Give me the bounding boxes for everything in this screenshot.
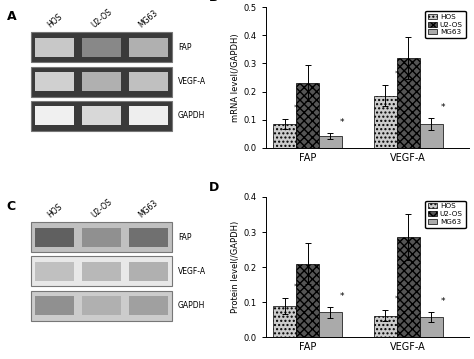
Bar — [129, 228, 168, 247]
Text: *: * — [294, 104, 298, 113]
Bar — [31, 67, 172, 97]
Text: MG63: MG63 — [137, 198, 160, 219]
Bar — [82, 38, 121, 57]
Y-axis label: mRNA level(/GAPDH): mRNA level(/GAPDH) — [231, 33, 240, 122]
Bar — [35, 296, 74, 315]
Text: D: D — [209, 181, 219, 194]
Bar — [129, 106, 168, 125]
Text: FAP: FAP — [178, 43, 191, 52]
Bar — [273, 124, 296, 148]
Text: *: * — [394, 295, 399, 304]
Text: GAPDH: GAPDH — [178, 301, 205, 310]
Bar — [31, 101, 172, 131]
Text: U2-OS: U2-OS — [90, 8, 114, 30]
Text: *: * — [440, 297, 445, 306]
Legend: HOS, U2-OS, MG63: HOS, U2-OS, MG63 — [425, 201, 465, 228]
Text: FAP: FAP — [178, 233, 191, 242]
Bar — [35, 38, 74, 57]
Bar — [419, 124, 443, 148]
Text: MG63: MG63 — [137, 9, 160, 30]
Bar — [129, 38, 168, 57]
Text: VEGF-A: VEGF-A — [178, 77, 206, 86]
Bar — [397, 237, 419, 337]
Bar — [35, 228, 74, 247]
Bar — [82, 262, 121, 281]
Text: C: C — [7, 200, 16, 213]
Text: *: * — [340, 292, 344, 301]
Text: HOS: HOS — [46, 12, 64, 30]
Text: *: * — [440, 103, 445, 112]
Bar — [82, 72, 121, 91]
Bar — [374, 96, 397, 148]
Legend: HOS, U2-OS, MG63: HOS, U2-OS, MG63 — [425, 11, 465, 38]
Bar — [31, 256, 172, 286]
Bar — [273, 306, 296, 337]
Text: B: B — [209, 0, 218, 4]
Bar — [82, 296, 121, 315]
Bar — [129, 72, 168, 91]
Y-axis label: Protein level(/GAPDH): Protein level(/GAPDH) — [231, 221, 240, 313]
Bar — [397, 58, 419, 148]
Text: *: * — [394, 70, 399, 79]
Bar — [82, 228, 121, 247]
Text: U2-OS: U2-OS — [90, 197, 114, 219]
Bar — [35, 262, 74, 281]
Text: VEGF-A: VEGF-A — [178, 267, 206, 276]
Text: GAPDH: GAPDH — [178, 111, 205, 120]
Bar — [35, 106, 74, 125]
Bar — [319, 136, 342, 148]
Bar — [319, 312, 342, 337]
Bar — [31, 32, 172, 62]
Text: A: A — [7, 10, 17, 23]
Bar — [374, 316, 397, 337]
Bar — [419, 317, 443, 337]
Text: HOS: HOS — [46, 202, 64, 219]
Bar — [35, 72, 74, 91]
Bar — [296, 83, 319, 148]
Bar — [31, 222, 172, 252]
Bar — [129, 262, 168, 281]
Text: *: * — [340, 118, 344, 127]
Bar — [296, 264, 319, 337]
Bar — [31, 291, 172, 321]
Bar — [82, 106, 121, 125]
Bar — [129, 296, 168, 315]
Text: *: * — [294, 284, 298, 293]
